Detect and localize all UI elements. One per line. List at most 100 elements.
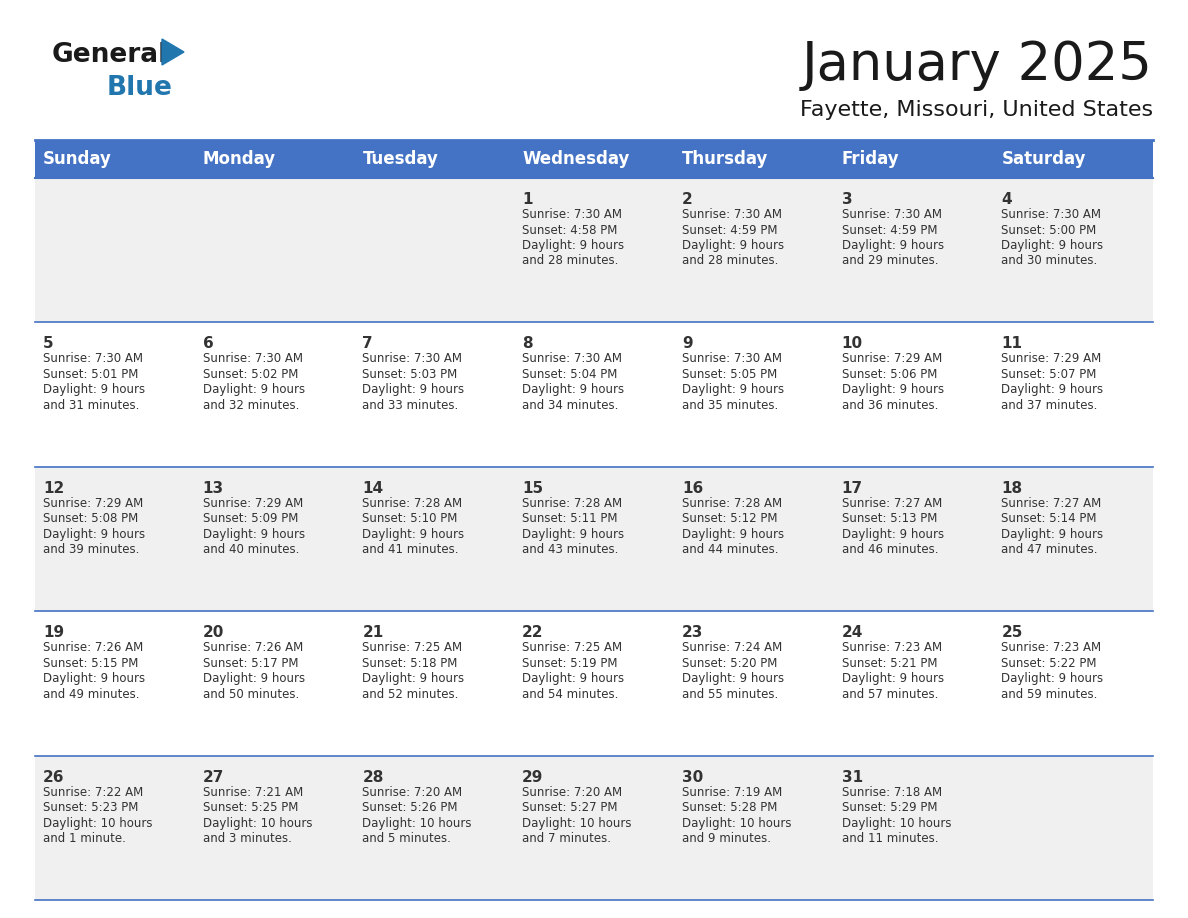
Bar	[674, 140, 834, 178]
Text: Daylight: 10 hours: Daylight: 10 hours	[203, 817, 312, 830]
Text: and 34 minutes.: and 34 minutes.	[523, 399, 619, 412]
Text: Sunset: 5:00 PM: Sunset: 5:00 PM	[1001, 223, 1097, 237]
Text: 20: 20	[203, 625, 225, 640]
Text: Daylight: 10 hours: Daylight: 10 hours	[43, 817, 152, 830]
Text: and 52 minutes.: and 52 minutes.	[362, 688, 459, 700]
Text: Sunrise: 7:29 AM: Sunrise: 7:29 AM	[841, 353, 942, 365]
Text: 5: 5	[43, 336, 53, 352]
Text: Sunrise: 7:29 AM: Sunrise: 7:29 AM	[43, 497, 144, 509]
Text: Sunrise: 7:29 AM: Sunrise: 7:29 AM	[203, 497, 303, 509]
Text: Fayette, Missouri, United States: Fayette, Missouri, United States	[800, 100, 1154, 120]
Text: Sunset: 5:23 PM: Sunset: 5:23 PM	[43, 801, 138, 814]
Text: Sunset: 5:15 PM: Sunset: 5:15 PM	[43, 656, 138, 670]
Text: Sunrise: 7:26 AM: Sunrise: 7:26 AM	[203, 641, 303, 655]
Text: Daylight: 10 hours: Daylight: 10 hours	[682, 817, 791, 830]
Text: Friday: Friday	[841, 150, 899, 168]
Text: Monday: Monday	[203, 150, 276, 168]
Text: Daylight: 9 hours: Daylight: 9 hours	[841, 528, 943, 541]
Text: and 55 minutes.: and 55 minutes.	[682, 688, 778, 700]
Text: and 11 minutes.: and 11 minutes.	[841, 832, 939, 845]
Bar	[34, 466, 1154, 611]
Text: 16: 16	[682, 481, 703, 496]
Text: Daylight: 10 hours: Daylight: 10 hours	[362, 817, 472, 830]
Text: Sunrise: 7:28 AM: Sunrise: 7:28 AM	[362, 497, 462, 509]
Text: January 2025: January 2025	[802, 39, 1154, 91]
Text: Sunrise: 7:30 AM: Sunrise: 7:30 AM	[682, 353, 782, 365]
Text: Daylight: 9 hours: Daylight: 9 hours	[1001, 672, 1104, 685]
Text: Sunrise: 7:30 AM: Sunrise: 7:30 AM	[682, 208, 782, 221]
Text: and 41 minutes.: and 41 minutes.	[362, 543, 459, 556]
Text: Sunset: 5:17 PM: Sunset: 5:17 PM	[203, 656, 298, 670]
Text: 13: 13	[203, 481, 223, 496]
Text: Daylight: 9 hours: Daylight: 9 hours	[841, 384, 943, 397]
Text: Sunset: 4:58 PM: Sunset: 4:58 PM	[523, 223, 618, 237]
Text: and 47 minutes.: and 47 minutes.	[1001, 543, 1098, 556]
Text: Sunrise: 7:29 AM: Sunrise: 7:29 AM	[1001, 353, 1101, 365]
Text: Sunrise: 7:18 AM: Sunrise: 7:18 AM	[841, 786, 942, 799]
Text: and 28 minutes.: and 28 minutes.	[523, 254, 619, 267]
Text: Sunrise: 7:30 AM: Sunrise: 7:30 AM	[841, 208, 942, 221]
Text: and 7 minutes.: and 7 minutes.	[523, 832, 611, 845]
Text: and 43 minutes.: and 43 minutes.	[523, 543, 619, 556]
Text: Sunset: 4:59 PM: Sunset: 4:59 PM	[841, 223, 937, 237]
Text: Wednesday: Wednesday	[523, 150, 630, 168]
Text: Sunrise: 7:20 AM: Sunrise: 7:20 AM	[523, 786, 623, 799]
Text: Sunrise: 7:30 AM: Sunrise: 7:30 AM	[523, 353, 623, 365]
Text: and 31 minutes.: and 31 minutes.	[43, 399, 139, 412]
Text: Thursday: Thursday	[682, 150, 769, 168]
Text: Sunrise: 7:19 AM: Sunrise: 7:19 AM	[682, 786, 782, 799]
Text: Sunday: Sunday	[43, 150, 112, 168]
Text: and 32 minutes.: and 32 minutes.	[203, 399, 299, 412]
Text: and 59 minutes.: and 59 minutes.	[1001, 688, 1098, 700]
Text: 12: 12	[43, 481, 64, 496]
Text: Sunset: 5:10 PM: Sunset: 5:10 PM	[362, 512, 457, 525]
Text: Sunset: 5:19 PM: Sunset: 5:19 PM	[523, 656, 618, 670]
Bar	[34, 611, 1154, 756]
Text: Sunrise: 7:28 AM: Sunrise: 7:28 AM	[682, 497, 782, 509]
Text: and 29 minutes.: and 29 minutes.	[841, 254, 939, 267]
Text: and 39 minutes.: and 39 minutes.	[43, 543, 139, 556]
Polygon shape	[162, 39, 184, 65]
Text: and 33 minutes.: and 33 minutes.	[362, 399, 459, 412]
Text: Sunrise: 7:20 AM: Sunrise: 7:20 AM	[362, 786, 462, 799]
Text: Sunset: 5:26 PM: Sunset: 5:26 PM	[362, 801, 457, 814]
Bar	[34, 178, 1154, 322]
Text: Sunrise: 7:25 AM: Sunrise: 7:25 AM	[523, 641, 623, 655]
Text: 21: 21	[362, 625, 384, 640]
Text: Sunset: 4:59 PM: Sunset: 4:59 PM	[682, 223, 777, 237]
Text: 28: 28	[362, 769, 384, 785]
Text: 24: 24	[841, 625, 862, 640]
Text: 30: 30	[682, 769, 703, 785]
Text: 11: 11	[1001, 336, 1023, 352]
Text: Sunset: 5:07 PM: Sunset: 5:07 PM	[1001, 368, 1097, 381]
Text: 17: 17	[841, 481, 862, 496]
Text: Sunset: 5:21 PM: Sunset: 5:21 PM	[841, 656, 937, 670]
Text: 22: 22	[523, 625, 544, 640]
Text: and 1 minute.: and 1 minute.	[43, 832, 126, 845]
Text: and 36 minutes.: and 36 minutes.	[841, 399, 939, 412]
Text: Daylight: 9 hours: Daylight: 9 hours	[1001, 528, 1104, 541]
Text: Daylight: 9 hours: Daylight: 9 hours	[1001, 239, 1104, 252]
Text: 14: 14	[362, 481, 384, 496]
Text: General: General	[52, 42, 169, 68]
Text: and 54 minutes.: and 54 minutes.	[523, 688, 619, 700]
Bar	[34, 322, 1154, 466]
Text: 15: 15	[523, 481, 543, 496]
Text: Sunrise: 7:30 AM: Sunrise: 7:30 AM	[362, 353, 462, 365]
Text: Sunset: 5:01 PM: Sunset: 5:01 PM	[43, 368, 138, 381]
Text: 29: 29	[523, 769, 544, 785]
Text: and 3 minutes.: and 3 minutes.	[203, 832, 291, 845]
Text: Daylight: 10 hours: Daylight: 10 hours	[841, 817, 952, 830]
Text: Sunrise: 7:21 AM: Sunrise: 7:21 AM	[203, 786, 303, 799]
Text: Sunrise: 7:25 AM: Sunrise: 7:25 AM	[362, 641, 462, 655]
Text: Sunrise: 7:30 AM: Sunrise: 7:30 AM	[1001, 208, 1101, 221]
Text: and 30 minutes.: and 30 minutes.	[1001, 254, 1098, 267]
Text: and 40 minutes.: and 40 minutes.	[203, 543, 299, 556]
Text: and 46 minutes.: and 46 minutes.	[841, 543, 939, 556]
Text: 26: 26	[43, 769, 64, 785]
Text: Sunrise: 7:30 AM: Sunrise: 7:30 AM	[203, 353, 303, 365]
Text: Daylight: 9 hours: Daylight: 9 hours	[362, 528, 465, 541]
Text: 8: 8	[523, 336, 532, 352]
Text: Daylight: 9 hours: Daylight: 9 hours	[523, 239, 624, 252]
Text: Daylight: 9 hours: Daylight: 9 hours	[682, 528, 784, 541]
